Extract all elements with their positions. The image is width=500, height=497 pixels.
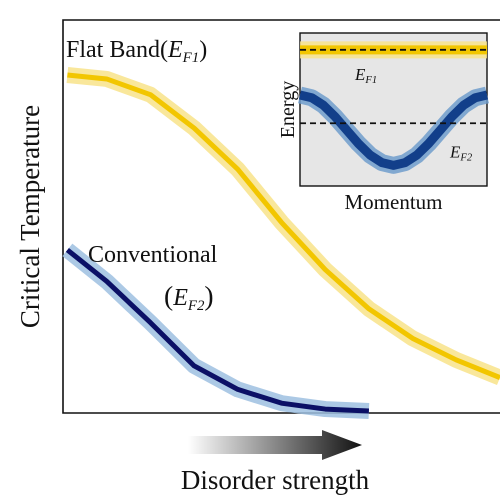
series-label-part: Conventional: [88, 242, 218, 268]
series-label-part: E: [167, 37, 183, 63]
inset-y-label: Energy: [277, 81, 299, 138]
series-label-part: Flat Band: [66, 37, 160, 63]
fermi-label-part: F1: [364, 75, 377, 86]
series-label: (EF2): [164, 280, 214, 314]
inset-x-label: Momentum: [345, 190, 443, 214]
series-label-part: F1: [182, 50, 200, 66]
series-label-part: E: [172, 285, 188, 311]
line: [65, 247, 370, 414]
series-label-part: (: [160, 37, 168, 63]
series-label: Conventional: [88, 242, 218, 268]
fermi-label: EF1: [354, 65, 377, 86]
series-label-part: ): [199, 37, 207, 63]
main-plot: Critical Temperature Disorder strength Fla…: [15, 19, 500, 495]
axes-frame: [62, 19, 500, 414]
fermi-label-part: E: [354, 65, 366, 84]
disorder-arrow: [188, 430, 362, 460]
x-axis-label: Disorder strength: [181, 465, 370, 495]
series-label-part: F2: [187, 298, 205, 314]
fermi-label-part: F2: [459, 153, 472, 164]
series-label-part: ): [204, 280, 213, 311]
y-axis-label: Critical Temperature: [15, 105, 45, 328]
series-label: Flat Band(EF1): [66, 37, 207, 66]
series-label-part: (: [164, 280, 173, 311]
line: [298, 90, 489, 170]
fermi-label: EF2: [449, 142, 473, 163]
line: [67, 72, 500, 380]
fermi-label-part: E: [449, 142, 461, 161]
